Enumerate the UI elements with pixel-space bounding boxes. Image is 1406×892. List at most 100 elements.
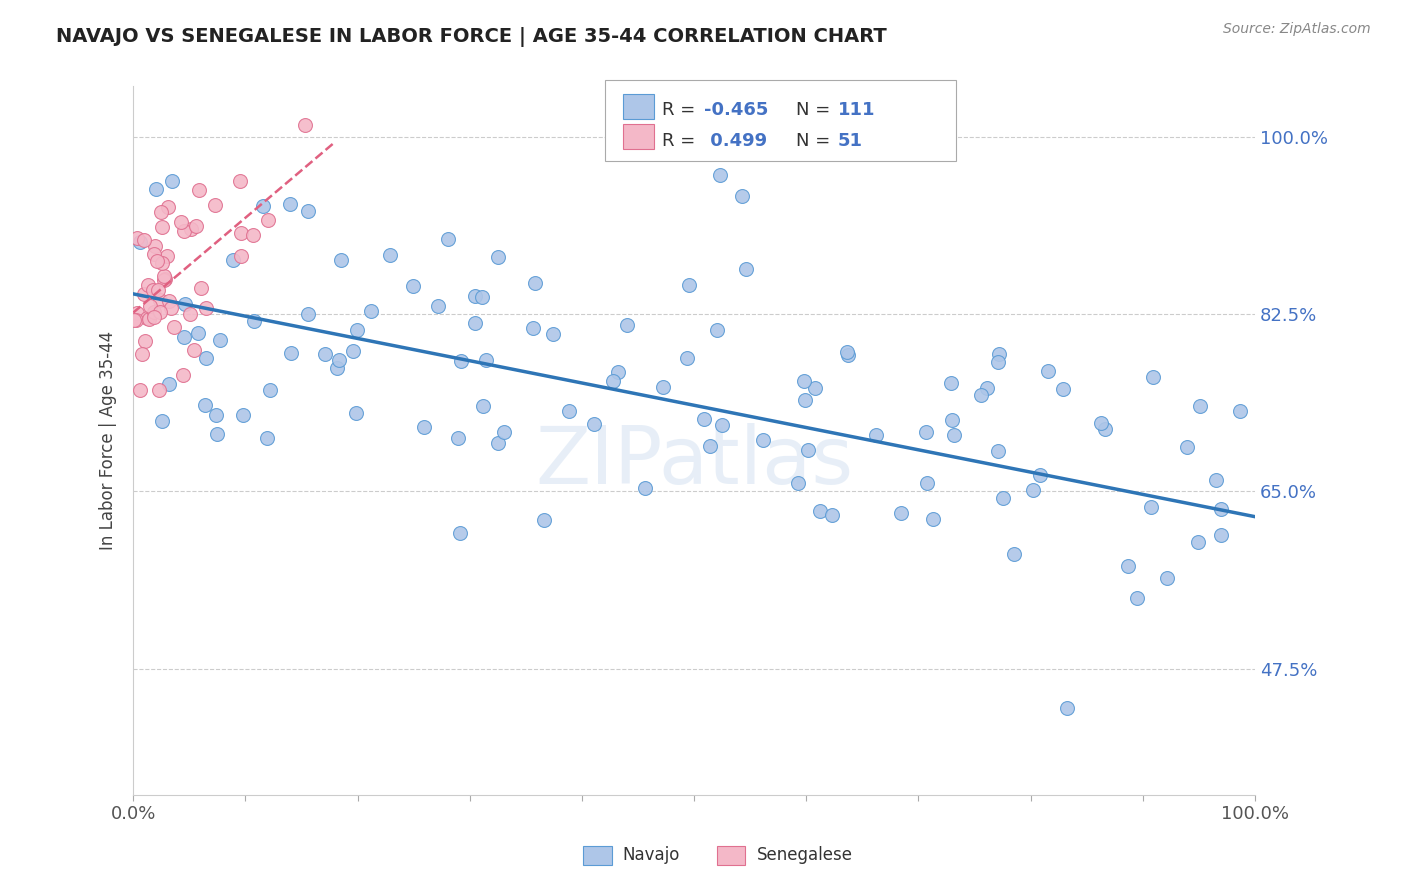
Point bbox=[709, 168, 731, 182]
Point bbox=[988, 347, 1011, 361]
Point bbox=[402, 278, 425, 293]
Point bbox=[124, 312, 146, 326]
Point bbox=[170, 215, 193, 229]
Point bbox=[194, 398, 217, 412]
Text: Senegalese: Senegalese bbox=[756, 846, 852, 863]
Point bbox=[1118, 559, 1140, 574]
Point bbox=[143, 310, 166, 325]
Point bbox=[136, 311, 159, 326]
Point bbox=[378, 248, 401, 262]
Point bbox=[346, 322, 368, 336]
Point bbox=[179, 307, 201, 321]
Point bbox=[865, 428, 887, 442]
Point bbox=[252, 199, 274, 213]
Point bbox=[329, 252, 352, 267]
Point bbox=[976, 381, 998, 395]
Point bbox=[155, 249, 177, 263]
Point bbox=[146, 254, 169, 268]
Point bbox=[128, 383, 150, 397]
Point bbox=[602, 374, 624, 388]
Point bbox=[142, 305, 165, 319]
Point bbox=[163, 320, 186, 334]
Point bbox=[786, 475, 808, 490]
Point bbox=[208, 334, 231, 348]
Point bbox=[464, 289, 486, 303]
Point bbox=[231, 227, 253, 241]
Point bbox=[150, 414, 173, 428]
Text: -0.465: -0.465 bbox=[704, 101, 769, 119]
Point bbox=[153, 273, 176, 287]
Point bbox=[143, 247, 166, 261]
Point bbox=[1056, 701, 1078, 715]
Point bbox=[676, 351, 699, 365]
Point bbox=[174, 297, 197, 311]
Text: NAVAJO VS SENEGALESE IN LABOR FORCE | AGE 35-44 CORRELATION CHART: NAVAJO VS SENEGALESE IN LABOR FORCE | AG… bbox=[56, 27, 887, 46]
Text: Navajo: Navajo bbox=[623, 846, 681, 863]
Point bbox=[1029, 467, 1052, 482]
Point bbox=[1036, 364, 1059, 378]
Point bbox=[149, 293, 172, 308]
Text: N =: N = bbox=[796, 132, 835, 150]
Text: 111: 111 bbox=[838, 101, 876, 119]
Point bbox=[991, 491, 1014, 505]
Point bbox=[173, 224, 195, 238]
Point bbox=[634, 481, 657, 495]
Point bbox=[710, 418, 733, 433]
Point bbox=[437, 232, 460, 246]
Point bbox=[128, 235, 150, 249]
Point bbox=[153, 271, 176, 285]
Point bbox=[1090, 416, 1112, 430]
Point bbox=[486, 250, 509, 264]
Point bbox=[145, 182, 167, 196]
Point bbox=[280, 346, 302, 360]
Point bbox=[808, 504, 831, 518]
Point bbox=[173, 330, 195, 344]
Point bbox=[195, 351, 218, 365]
Point bbox=[138, 311, 160, 326]
Point bbox=[1187, 534, 1209, 549]
Point bbox=[1175, 440, 1198, 454]
Point bbox=[1205, 473, 1227, 487]
Point bbox=[1140, 500, 1163, 514]
Point bbox=[699, 439, 721, 453]
Point bbox=[143, 239, 166, 253]
Point bbox=[471, 399, 494, 413]
Point bbox=[835, 344, 858, 359]
Point bbox=[447, 431, 470, 445]
Point bbox=[134, 334, 156, 349]
Point bbox=[1211, 528, 1233, 542]
Text: 0.499: 0.499 bbox=[704, 132, 768, 150]
Point bbox=[475, 353, 498, 368]
Point bbox=[125, 306, 148, 320]
Point bbox=[172, 368, 194, 382]
Point bbox=[796, 442, 818, 457]
Point bbox=[652, 379, 675, 393]
Point bbox=[522, 321, 544, 335]
Point bbox=[146, 283, 169, 297]
Point bbox=[1002, 547, 1025, 561]
Point bbox=[917, 476, 939, 491]
Point bbox=[1126, 591, 1149, 606]
Text: R =: R = bbox=[662, 132, 702, 150]
Point bbox=[136, 278, 159, 293]
Point bbox=[256, 432, 278, 446]
Point bbox=[294, 118, 316, 132]
Point bbox=[987, 443, 1010, 458]
Point bbox=[190, 281, 212, 295]
Point bbox=[735, 261, 758, 276]
Point bbox=[1022, 483, 1045, 498]
Point bbox=[150, 219, 173, 234]
Point bbox=[326, 361, 349, 376]
Point bbox=[939, 376, 962, 391]
Point bbox=[941, 413, 963, 427]
Point bbox=[142, 283, 165, 297]
Point bbox=[297, 203, 319, 218]
Point bbox=[149, 204, 172, 219]
Point bbox=[160, 301, 183, 315]
Point bbox=[1094, 422, 1116, 436]
Point bbox=[426, 300, 449, 314]
Text: ZIPatlas: ZIPatlas bbox=[536, 423, 853, 501]
Point bbox=[793, 374, 815, 388]
Point bbox=[582, 417, 605, 432]
Point bbox=[890, 506, 912, 520]
